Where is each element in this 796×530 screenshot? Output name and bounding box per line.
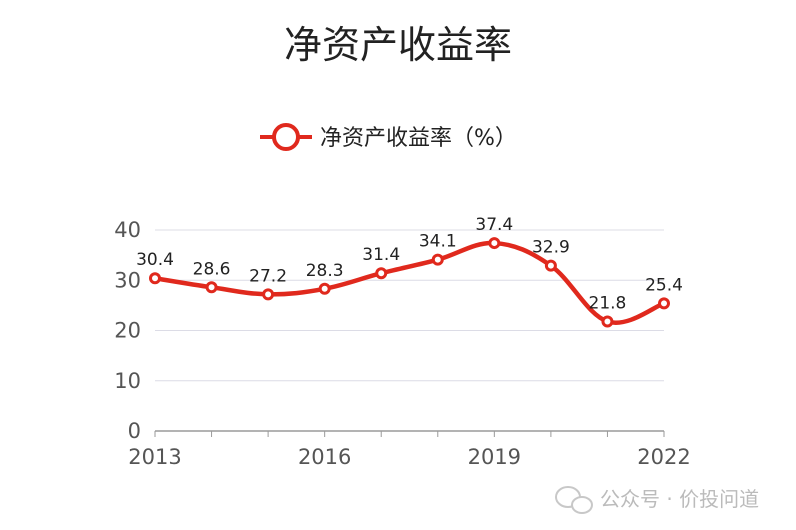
data-label: 31.4 <box>362 245 400 265</box>
chart-title: 净资产收益率 <box>284 23 512 67</box>
x-axis: 2013 2016 2019 2022 <box>128 431 691 469</box>
data-point[interactable] <box>544 259 557 272</box>
data-point[interactable] <box>149 272 161 285</box>
data-point[interactable] <box>205 281 218 294</box>
data-point[interactable] <box>601 315 614 328</box>
data-point[interactable] <box>375 267 388 280</box>
legend-marker-icon <box>272 123 300 151</box>
watermark-text: 公众号 · 价投问道 <box>600 487 759 511</box>
x-tick-label: 2022 <box>637 445 690 469</box>
data-label: 28.6 <box>193 259 231 279</box>
series-path <box>154 240 665 325</box>
data-label: 32.9 <box>532 238 570 258</box>
x-tick-label: 2016 <box>298 445 351 469</box>
y-tick-label: 20 <box>114 319 141 343</box>
y-tick-label: 10 <box>114 369 141 393</box>
data-label: 21.8 <box>589 293 627 313</box>
data-point[interactable] <box>318 282 331 295</box>
y-tick-label: 30 <box>114 268 141 292</box>
data-point[interactable] <box>262 288 275 301</box>
data-points[interactable] <box>149 237 670 328</box>
data-labels: 30.4 28.6 27.2 28.3 31.4 34.1 37.4 32.9 21.8 25.4 <box>136 215 683 313</box>
wechat-icon <box>555 486 593 514</box>
data-label: 37.4 <box>475 215 513 235</box>
grid <box>155 229 664 432</box>
legend-label: 净资产收益率（%） <box>320 126 517 151</box>
data-label: 34.1 <box>419 232 457 252</box>
data-label: 25.4 <box>645 275 683 295</box>
y-tick-label: 40 <box>114 218 141 242</box>
x-tick-label: 2013 <box>128 445 181 469</box>
y-axis: 0 10 20 30 40 <box>114 218 141 443</box>
watermark: 公众号 · 价投问道 <box>555 486 759 514</box>
legend[interactable]: 净资产收益率（%） <box>260 123 517 151</box>
y-tick-label: 0 <box>128 419 141 443</box>
data-point[interactable] <box>658 297 670 310</box>
data-label: 28.3 <box>306 261 344 281</box>
series-line <box>154 240 665 325</box>
data-point[interactable] <box>431 253 444 266</box>
data-label: 27.2 <box>249 266 287 286</box>
data-point[interactable] <box>488 237 501 250</box>
x-tick-label: 2019 <box>468 445 521 469</box>
data-label: 30.4 <box>136 250 174 270</box>
